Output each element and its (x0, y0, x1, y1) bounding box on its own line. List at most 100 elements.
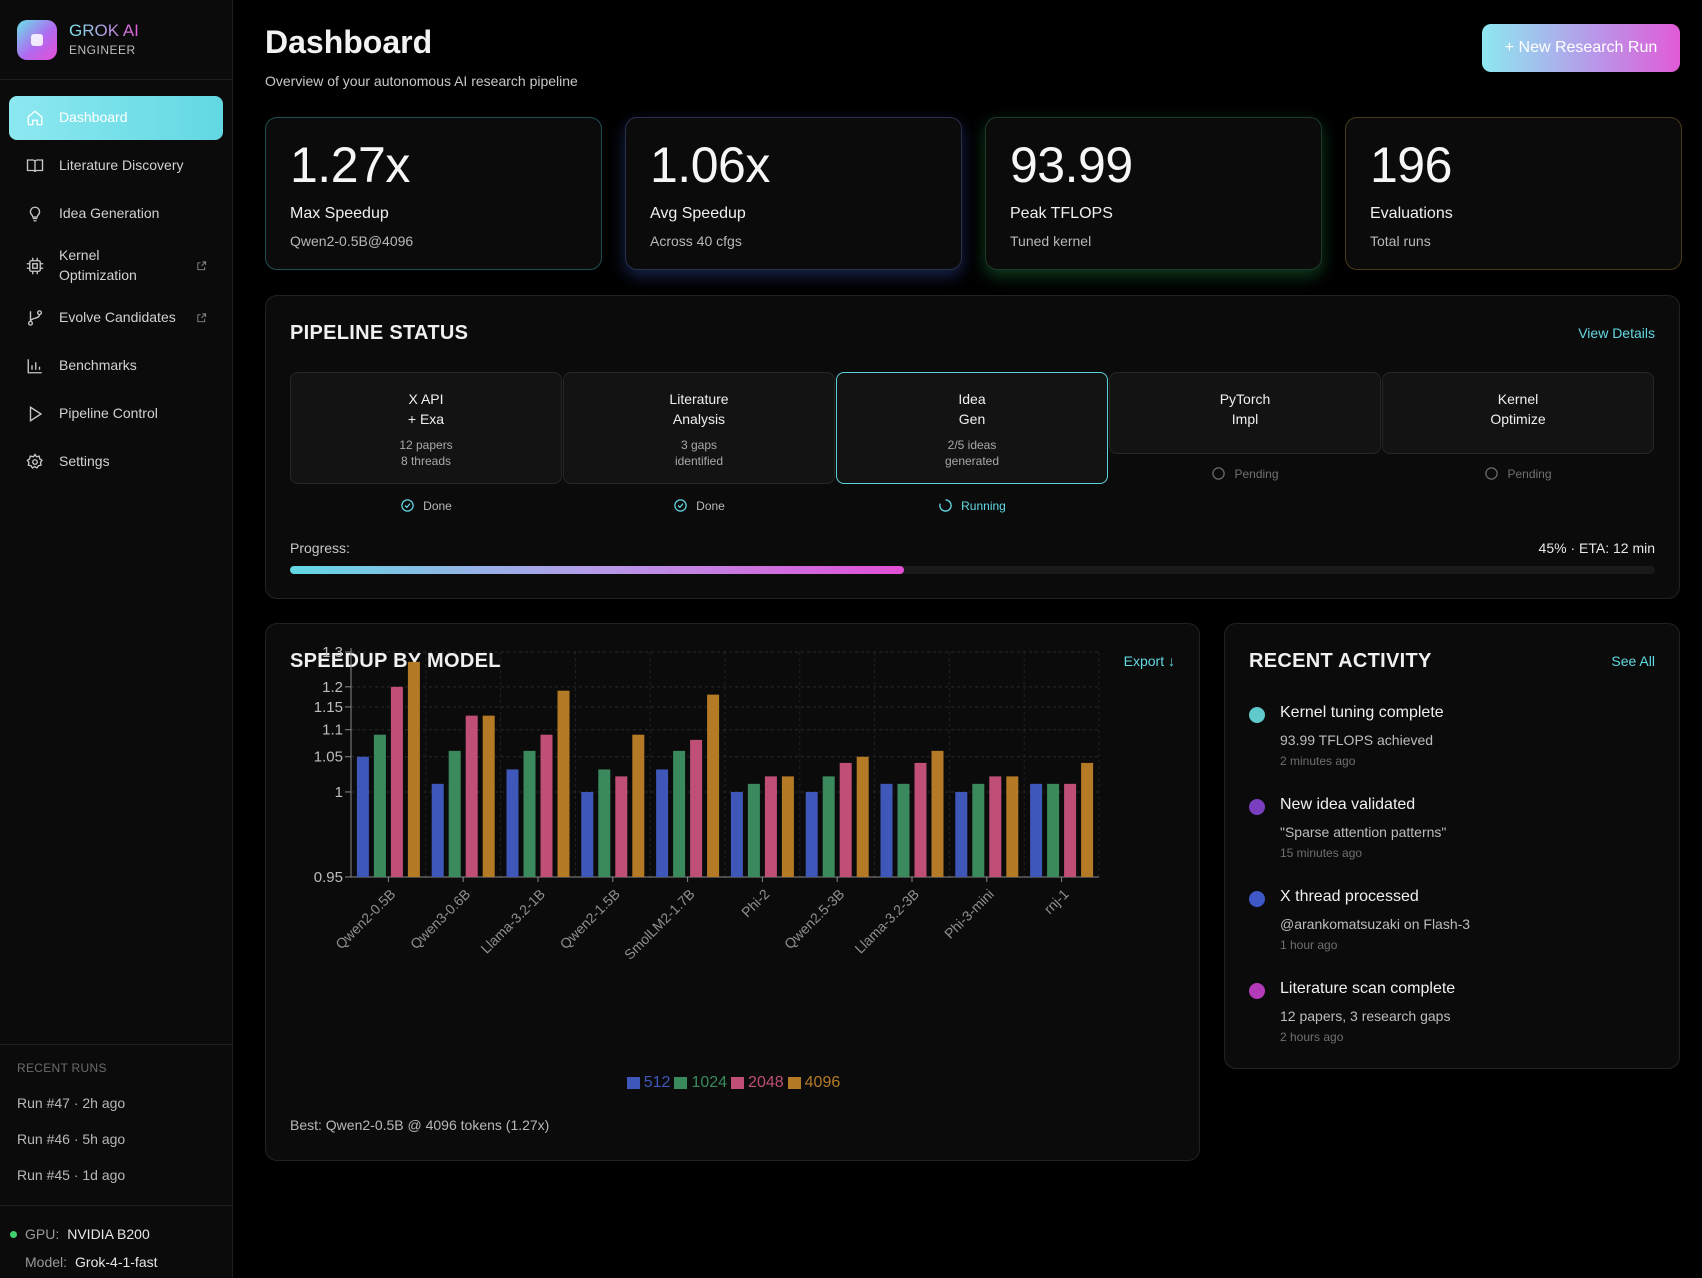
bar (856, 756, 869, 877)
bar (482, 715, 495, 877)
activity-desc: 12 papers, 3 research gaps (1280, 1008, 1451, 1024)
bar (656, 769, 669, 877)
stage-meta-line: 2/5 ideas (947, 438, 997, 452)
stage-meta-line: 12 papers (399, 438, 453, 452)
pipeline-stage[interactable]: Literature Analysis 3 gaps identified (563, 372, 835, 484)
pending-circle-icon (1485, 467, 1499, 480)
legend-item[interactable]: 1024 (674, 1074, 727, 1092)
activity-time: 15 minutes ago (1280, 846, 1363, 860)
external-link-icon (197, 261, 207, 271)
sidebar-nav: Dashboard Literature Discovery Idea Gene… (0, 80, 232, 484)
bar (673, 750, 686, 877)
sidebar-item-settings[interactable]: Settings (9, 440, 223, 484)
stage-name-line: Impl (1231, 411, 1259, 427)
bar (431, 783, 444, 877)
export-link[interactable]: Export ↓ (1123, 653, 1175, 669)
bar (707, 694, 720, 877)
pipeline-stage[interactable]: Kernel Optimize (1382, 372, 1654, 454)
pipeline-status-card: PIPELINE STATUS View Details X API + Exa … (265, 295, 1680, 599)
stage-status-text: Done (423, 498, 452, 513)
bar (356, 756, 369, 877)
y-tick-label: 1.2 (322, 679, 343, 696)
stat-desc: Qwen2-0.5B@4096 (290, 233, 414, 249)
bar (805, 791, 818, 877)
recent-activity-card: RECENT ACTIVITY See All Kernel tuning co… (1224, 623, 1680, 1069)
stat-desc: Tuned kernel (1010, 233, 1092, 249)
stat-value: 1.27x (290, 137, 410, 193)
card-title: PIPELINE STATUS (290, 322, 469, 344)
view-details-link[interactable]: View Details (1578, 325, 1655, 341)
sidebar-item-pipeline-control[interactable]: Pipeline Control (9, 392, 223, 436)
legend-swatch (674, 1077, 688, 1089)
new-research-run-button[interactable]: + New Research Run (1482, 24, 1680, 72)
activity-title: New idea validated (1280, 796, 1416, 813)
stat-card-avg-speedup: 1.06x Avg Speedup Across 40 cfgs (625, 117, 962, 270)
stage-name-line: PyTorch (1219, 391, 1271, 407)
stage-meta-line: 3 gaps (680, 438, 718, 452)
sidebar: GROK AI ENGINEER Dashboard Literature Di… (0, 0, 233, 1278)
best-result-text: Best: Qwen2-0.5B @ 4096 tokens (1.27x) (290, 1117, 550, 1133)
stage-status: Pending (1109, 466, 1381, 481)
bar (822, 776, 835, 877)
stage-status: Running (836, 498, 1108, 513)
legend-swatch (626, 1077, 640, 1089)
recent-run-item[interactable]: Run #46 · 5h ago (17, 1131, 126, 1147)
x-tick-label: rnj-1 (1041, 886, 1072, 917)
sidebar-item-label: Pipeline Control (59, 405, 158, 422)
legend-swatch (787, 1077, 801, 1089)
stage-name-line: Kernel (1497, 391, 1539, 407)
sidebar-item-dashboard[interactable]: Dashboard (9, 96, 223, 140)
stat-desc: Total runs (1370, 233, 1431, 249)
bar (989, 776, 1002, 877)
x-tick-label: Llama-3.2-3B (851, 886, 922, 957)
activity-dot (1249, 983, 1265, 999)
legend-item[interactable]: 4096 (787, 1074, 840, 1092)
legend-item[interactable]: 512 (626, 1074, 670, 1092)
activity-dot (1249, 799, 1265, 815)
x-tick-label: SmolLM2-1.7B (621, 886, 698, 963)
stage-name-line: + Exa (407, 411, 445, 427)
legend-label: 2048 (748, 1074, 784, 1091)
bar (880, 783, 893, 877)
sidebar-item-label: Benchmarks (59, 357, 137, 374)
logo-icon (17, 19, 57, 60)
sidebar-item-kernel-optimization[interactable]: Kernel Optimization (9, 240, 223, 292)
progress-text: 45% · ETA: 12 min (1538, 540, 1655, 556)
progress-label: Progress: (290, 540, 350, 556)
stage-status: Pending (1382, 466, 1654, 481)
sidebar-item-label: Literature Discovery (59, 157, 184, 174)
bar (764, 776, 777, 877)
bar (747, 783, 760, 877)
progress-fill (290, 566, 905, 574)
bar (615, 776, 628, 877)
gpu-key: GPU: (25, 1226, 60, 1242)
pipeline-stage[interactable]: PyTorch Impl (1109, 372, 1381, 454)
see-all-link[interactable]: See All (1611, 653, 1655, 669)
activity-title: Kernel tuning complete (1280, 704, 1444, 721)
bar (730, 791, 743, 877)
bar (1006, 776, 1019, 877)
play-icon (25, 404, 45, 424)
pipeline-stage[interactable]: Idea Gen 2/5 ideas generated (836, 372, 1108, 484)
recent-run-item[interactable]: Run #47 · 2h ago (17, 1095, 126, 1111)
legend-item[interactable]: 2048 (731, 1074, 784, 1092)
x-tick-label: Phi-2 (738, 886, 773, 921)
recent-run-item[interactable]: Run #45 · 1d ago (17, 1167, 126, 1183)
sidebar-item-literature-discovery[interactable]: Literature Discovery (9, 144, 223, 188)
card-title: RECENT ACTIVITY (1249, 650, 1432, 672)
sidebar-item-label: Settings (59, 453, 110, 470)
stage-name-line: Idea (958, 391, 986, 407)
sidebar-item-evolve-candidates[interactable]: Evolve Candidates (9, 296, 223, 340)
stat-card-evaluations: 196 Evaluations Total runs (1345, 117, 1682, 270)
pipeline-stage[interactable]: X API + Exa 12 papers 8 threads (290, 372, 562, 484)
stat-desc: Across 40 cfgs (650, 233, 742, 249)
sidebar-item-benchmarks[interactable]: Benchmarks (9, 344, 223, 388)
sidebar-item-idea-generation[interactable]: Idea Generation (9, 192, 223, 236)
pending-circle-icon (1212, 467, 1226, 480)
bar (955, 791, 968, 877)
bar (465, 715, 478, 877)
external-link-icon (197, 313, 207, 323)
bar (1047, 783, 1060, 877)
stage-name-line: Gen (958, 411, 986, 427)
home-icon (25, 108, 45, 128)
